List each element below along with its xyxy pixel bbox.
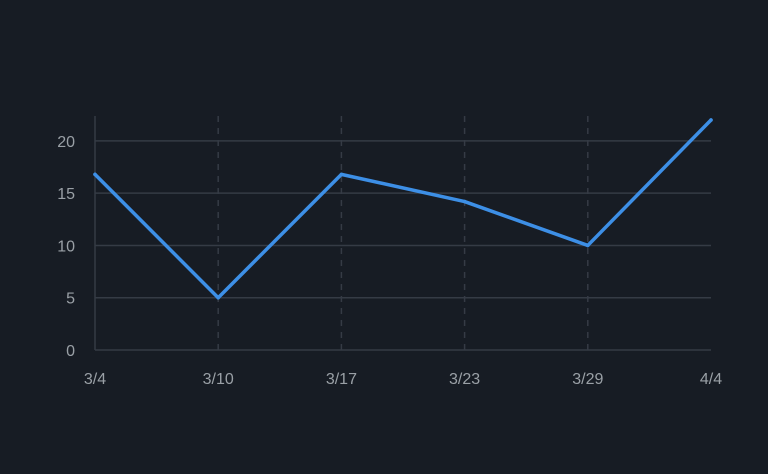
x-tick-label: 3/17 bbox=[326, 371, 357, 388]
horizontal-grid bbox=[95, 140, 711, 299]
vertical-grid bbox=[217, 116, 589, 350]
data-point bbox=[462, 199, 467, 204]
x-tick-label: 3/10 bbox=[203, 371, 234, 388]
y-tick-label: 5 bbox=[66, 291, 75, 308]
data-point bbox=[216, 295, 220, 300]
data-point bbox=[709, 118, 713, 122]
data-point bbox=[93, 172, 97, 177]
x-tick-label: 3/4 bbox=[84, 371, 106, 388]
x-tick-label: 3/23 bbox=[449, 371, 480, 388]
y-tick-label: 20 bbox=[57, 134, 75, 151]
data-point bbox=[339, 172, 344, 177]
x-axis-labels: 3/4 3/10 3/17 3/23 3/29 4/4 bbox=[84, 371, 722, 388]
x-tick-label: 3/29 bbox=[572, 371, 603, 388]
y-tick-label: 15 bbox=[57, 186, 75, 203]
series-layer bbox=[93, 118, 713, 300]
x-tick-label: 4/4 bbox=[700, 371, 722, 388]
y-tick-label: 0 bbox=[66, 343, 75, 360]
y-axis-labels: 0 5 10 15 20 bbox=[57, 134, 75, 360]
axes bbox=[94, 116, 711, 351]
data-point bbox=[586, 243, 590, 248]
y-tick-label: 10 bbox=[57, 238, 75, 255]
series-line bbox=[93, 118, 713, 300]
